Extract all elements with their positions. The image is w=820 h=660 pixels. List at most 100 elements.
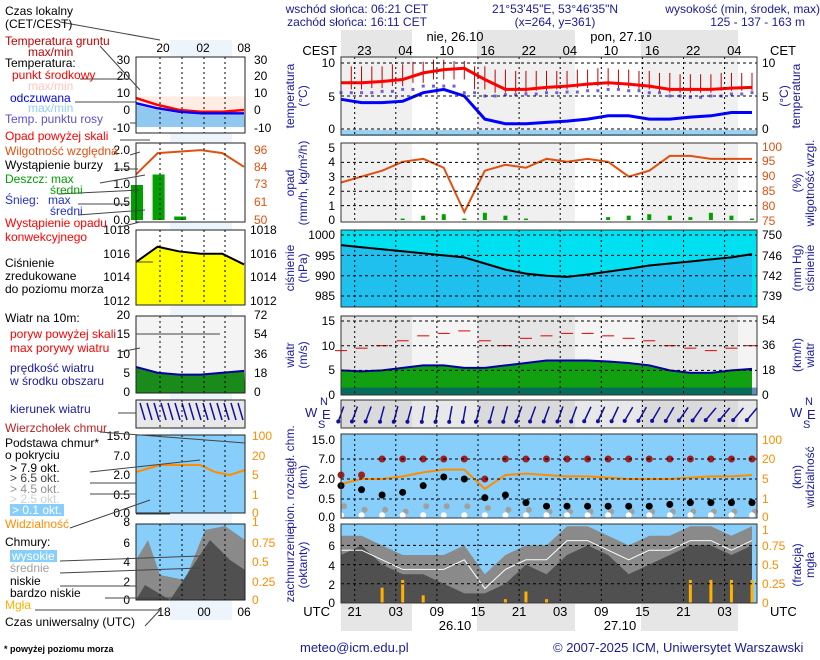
cloud-base-dot <box>604 502 612 510</box>
legend-okt45: > 4.5 okt. <box>10 482 60 496</box>
temp-tick: 5 <box>328 90 335 104</box>
dew-point-dot <box>452 84 456 88</box>
wind-arrow <box>556 406 564 422</box>
wind-arrow-head <box>391 419 396 424</box>
felt-min-band <box>341 130 757 136</box>
mini-wind-arrow <box>188 402 195 421</box>
wind-arrow-head <box>622 418 627 423</box>
local-time-tick: 04 <box>727 43 741 58</box>
mist-bar <box>709 579 713 603</box>
legend-mid-maxmin: max/min <box>28 79 74 93</box>
wind-arrow <box>624 406 634 422</box>
wind-arrow <box>529 406 537 422</box>
mini-mist-tick: 0.5 <box>252 555 269 569</box>
cloud-height-axis-title: pion. rozciągł. chm. <box>283 425 297 528</box>
dew-point-dot <box>616 87 620 91</box>
mini-mist-tick: 0 <box>252 593 259 607</box>
dew-point-dot <box>401 87 405 91</box>
mini-cloud-tick: 7.0 <box>113 449 130 463</box>
wind-arrow <box>462 405 467 423</box>
dew-point-dot <box>637 89 641 93</box>
wind-arrow-head <box>676 418 681 423</box>
wind-axis-unit: (m/s) <box>296 341 310 368</box>
legend-humidity: Wilgotność względna <box>5 144 118 158</box>
legend-conv1: Wystąpienie opadu <box>5 216 107 230</box>
legend-snow-mean: średni <box>50 204 83 218</box>
elevation-title: wysokość (min, środek, max) <box>665 2 820 16</box>
utc-tick: 03 <box>389 604 403 619</box>
cloud-height-tick: 0.0 <box>318 510 335 524</box>
mini-vis-tick: 1 <box>252 488 259 502</box>
mini-wind-kmh-tick: 18 <box>254 366 268 380</box>
cover-axis-unit: (oktanty) <box>296 542 310 589</box>
cloud-base-dot <box>522 512 529 519</box>
utc-label-right: UTC <box>770 604 797 619</box>
coordinates: 21°53'45"E, 53°46'35"N <box>491 2 619 16</box>
mini-humidity-tick: 61 <box>254 195 268 209</box>
dew-point-dot <box>493 94 497 98</box>
dew-point-dot <box>575 90 579 94</box>
cloud-base-dot <box>443 503 450 510</box>
cloud-base-dot <box>423 503 430 510</box>
legend-press3: do poziomu morza <box>5 282 104 296</box>
legend-mist: Mgła <box>5 598 32 612</box>
panel-frame-press <box>340 229 758 308</box>
mini-pressure-tick-right: 1018 <box>250 223 277 237</box>
cloud-base-dot <box>460 475 468 483</box>
mist-tick: 1 <box>762 523 769 537</box>
wind-arrow <box>379 406 385 422</box>
cloud-base-dot <box>481 494 489 502</box>
email-link[interactable]: meteo@icm.edu.pl <box>300 640 409 655</box>
dew-point-dot <box>442 84 446 88</box>
dew-point-dot <box>534 92 538 96</box>
mini-cloud-tick: 2.0 <box>113 468 130 482</box>
legend-leader-line <box>119 347 141 353</box>
dew-point-dot <box>565 90 569 94</box>
cloud-base-dot <box>361 506 368 513</box>
wind-arrow <box>406 406 413 422</box>
cloud-height-tick: 2.0 <box>318 472 335 486</box>
wind-kmh-tick: 54 <box>762 313 776 327</box>
rain-bar <box>400 218 405 220</box>
pressure-tick: 985 <box>315 289 335 303</box>
pressure-tick: 995 <box>315 249 335 263</box>
cloud-base-dot <box>525 506 532 513</box>
cloud-top-dot <box>625 455 633 463</box>
cloud-base-dot <box>461 512 468 519</box>
wind-kmh-tick: 0 <box>762 388 769 402</box>
wind-arrow <box>746 407 758 421</box>
utc-tick: 09 <box>430 604 444 619</box>
mini-wind-arrow <box>167 402 174 421</box>
mini-pressure-tick-right: 1012 <box>250 294 277 308</box>
mini-pressure-line <box>135 245 245 266</box>
mini-temp-tick-right: 30 <box>254 53 268 67</box>
panel-frame-ch <box>340 433 758 519</box>
legend-cloud-base1: Podstawa chmur* <box>5 436 100 450</box>
cloud-base-dot <box>563 502 571 510</box>
cloud-base-dot <box>727 499 735 507</box>
cloud-base-dot <box>399 488 407 496</box>
dew-point-dot <box>421 84 425 88</box>
wind-arrow <box>434 405 440 423</box>
cloud-base-dot <box>543 502 550 510</box>
mini-wind-tick: 5 <box>123 366 130 380</box>
cloud-base-dot <box>379 512 386 519</box>
cloud-base-dot <box>605 512 612 519</box>
mist-bar <box>729 579 733 603</box>
utc-tick: 15 <box>471 604 485 619</box>
dew-point-dot <box>514 93 518 97</box>
mini-mist-tick: 0.75 <box>252 536 276 550</box>
legend-leader-line <box>57 189 141 195</box>
legend-local-time2: (CET/CEST) <box>5 17 73 31</box>
mini-frame-prec <box>135 142 246 223</box>
dew-point-dot <box>688 95 692 99</box>
mini-mist-tick: 1 <box>252 515 259 529</box>
mini-wind-tick: 0 <box>123 385 130 399</box>
visibility-tick: 5 <box>762 472 769 486</box>
cet-label: CET <box>770 43 796 58</box>
wind-arrow-head <box>363 419 368 424</box>
wind-arrow-head <box>349 419 354 424</box>
cloud-top-dot <box>563 455 571 463</box>
mini-wind-tick: 10 <box>117 347 131 361</box>
grid-point: (x=264, y=361) <box>514 15 596 29</box>
